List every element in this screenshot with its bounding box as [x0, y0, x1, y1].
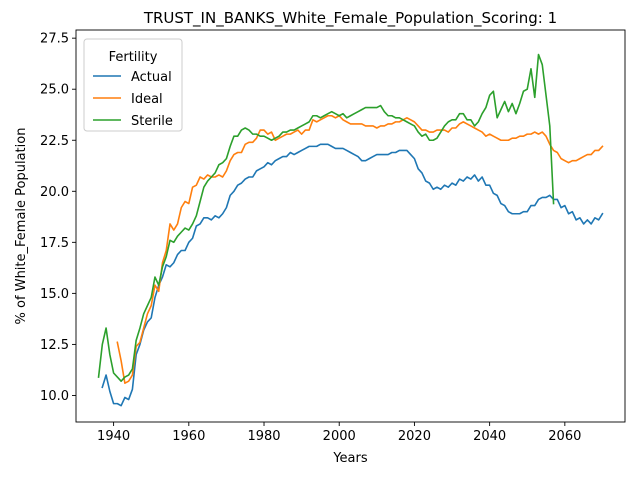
legend-title: Fertility — [109, 50, 158, 65]
y-tick-label: 25.0 — [40, 83, 69, 98]
y-tick-label: 20.0 — [40, 185, 69, 200]
x-tick-label: 1980 — [247, 429, 280, 444]
x-tick-label: 1960 — [172, 429, 205, 444]
y-tick-label: 17.5 — [40, 236, 69, 251]
x-tick-label: 2020 — [398, 429, 431, 444]
x-axis: 1940 1960 1980 2000 2020 2040 2060 — [97, 422, 581, 444]
series-line-actual — [101, 143, 604, 407]
series-line-sterile — [97, 53, 555, 382]
legend: Fertility Actual Ideal Sterile — [83, 38, 183, 132]
y-tick-label: 22.5 — [40, 134, 69, 149]
x-tick-label: 2060 — [548, 429, 581, 444]
y-axis-title: % of White_Female Population — [14, 128, 29, 325]
legend-label-ideal: Ideal — [131, 92, 163, 107]
x-tick-label: 2000 — [323, 429, 356, 444]
legend-label-actual: Actual — [131, 70, 172, 85]
y-tick-label: 10.0 — [40, 389, 69, 404]
x-tick-label: 1940 — [97, 429, 130, 444]
y-axis: 10.0 12.5 15.0 17.5 20.0 22.5 25.0 27.5 — [40, 32, 76, 404]
plot-frame — [75, 29, 626, 423]
y-tick-label: 15.0 — [40, 287, 69, 302]
x-axis-title: Years — [332, 451, 368, 466]
x-tick-label: 2040 — [473, 429, 506, 444]
legend-label-sterile: Sterile — [131, 114, 173, 129]
y-tick-label: 27.5 — [40, 32, 69, 47]
chart-title: TRUST_IN_BANKS_White_Female_Population_S… — [143, 9, 557, 28]
series-line-ideal — [116, 114, 604, 385]
y-tick-label: 12.5 — [40, 338, 69, 353]
legend-box — [83, 38, 183, 132]
